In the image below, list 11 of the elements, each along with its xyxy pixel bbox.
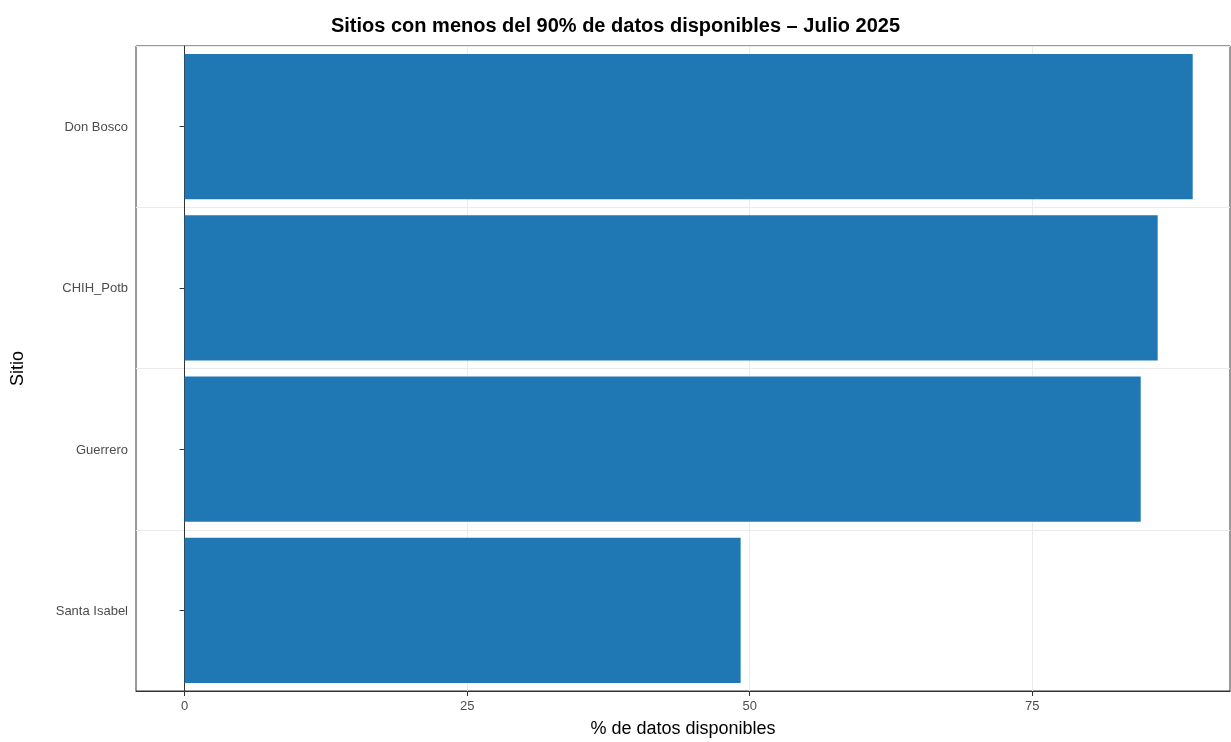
chart-title: Sitios con menos del 90% de datos disponibles – Julio 2025 [330, 14, 901, 36]
x-tick-label: 50 [742, 698, 757, 713]
y-tick-label: CHIH_Potb [62, 280, 128, 296]
y-tick-label: Santa Isabel [55, 602, 129, 618]
y-axis-title: Sitio [7, 350, 27, 387]
x-axis-title: % de datos disponibles [590, 718, 776, 738]
y-tick-label: Guerrero [75, 441, 128, 457]
x-tick-label: 25 [459, 698, 475, 713]
x-tick-label: 0 [180, 698, 189, 713]
x-tick-label: 75 [1024, 698, 1040, 713]
y-tick-label: Don Bosco [64, 119, 128, 135]
